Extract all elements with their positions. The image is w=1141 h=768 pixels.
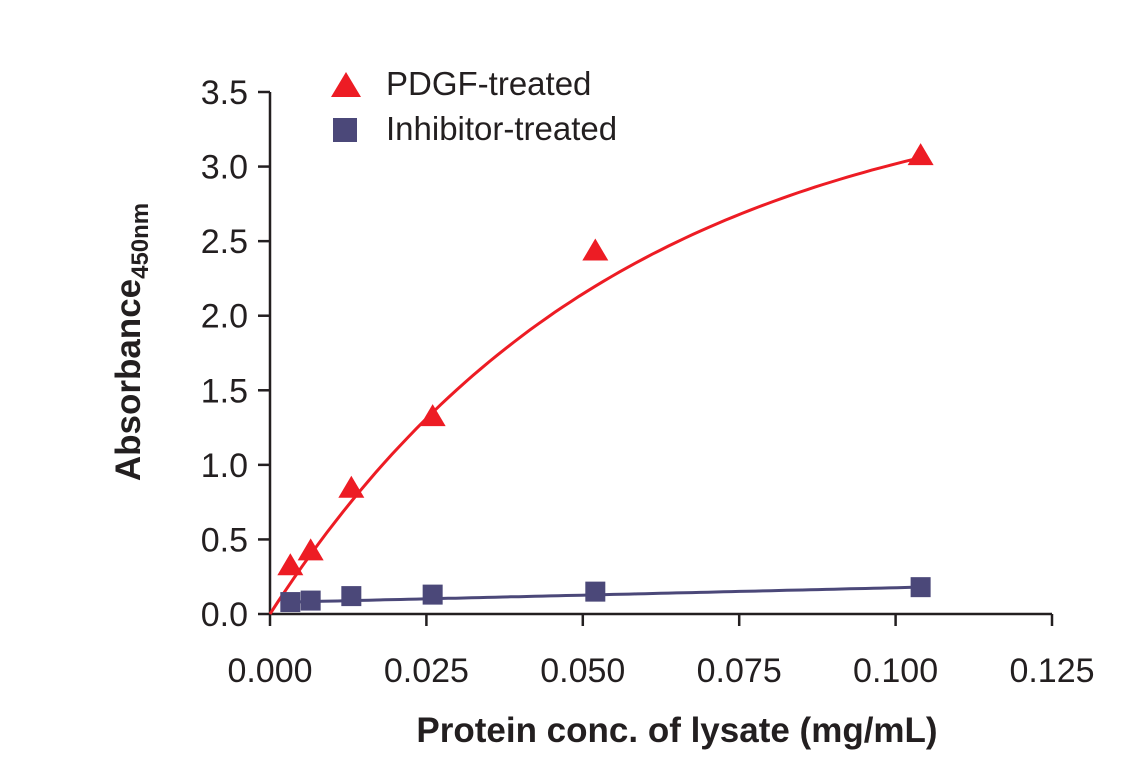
y-tick-label: 0.0 bbox=[201, 596, 248, 634]
y-axis-label-sub: 450nm bbox=[127, 203, 154, 279]
data-point-pdgf bbox=[338, 475, 365, 498]
y-ticks: 0.0 0.5 1.0 1.5 2.0 2.5 3.0 3.5 bbox=[201, 74, 270, 634]
y-tick-label: 1.0 bbox=[201, 447, 248, 485]
legend-square-marker bbox=[333, 118, 357, 142]
data-point-inhibitor bbox=[910, 577, 931, 598]
legend-item-inhibitor: Inhibitor-treated bbox=[333, 110, 617, 147]
x-axis-label: Protein conc. of lysate (mg/mL) bbox=[416, 711, 937, 750]
data-point-pdgf bbox=[297, 538, 324, 561]
x-ticks: 0.000 0.025 0.050 0.075 0.100 0.125 bbox=[227, 614, 1095, 690]
y-tick-label: 2.5 bbox=[201, 223, 248, 261]
y-tick-label: 3.5 bbox=[201, 74, 248, 112]
data-point-inhibitor bbox=[280, 592, 301, 613]
y-tick-label: 3.0 bbox=[201, 149, 248, 187]
data-point-inhibitor bbox=[300, 590, 321, 611]
y-tick-label: 0.5 bbox=[201, 521, 248, 559]
y-axis-label-main: Absorbance bbox=[109, 279, 148, 481]
fit-curve-pdgf bbox=[268, 156, 921, 615]
x-tick-label: 0.100 bbox=[853, 652, 938, 690]
fit-curve-inhibitor bbox=[290, 585, 921, 604]
data-point-inhibitor bbox=[341, 586, 362, 607]
fit-curves bbox=[268, 156, 921, 615]
data-point-pdgf bbox=[277, 553, 304, 576]
data-point-pdgf bbox=[907, 143, 934, 166]
legend-label-inhibitor: Inhibitor-treated bbox=[386, 110, 617, 147]
legend-item-pdgf: PDGF-treated bbox=[331, 65, 591, 102]
legend-triangle-marker bbox=[331, 72, 361, 97]
y-axis-label: Absorbance450nm bbox=[109, 203, 154, 481]
x-tick-label: 0.050 bbox=[540, 652, 625, 690]
x-tick-label: 0.125 bbox=[1009, 652, 1094, 690]
legend-label-pdgf: PDGF-treated bbox=[386, 65, 591, 102]
y-tick-label: 2.0 bbox=[201, 298, 248, 336]
data-point-inhibitor bbox=[422, 584, 443, 605]
data-point-pdgf bbox=[419, 404, 446, 427]
axes bbox=[268, 92, 1052, 616]
data-points bbox=[277, 143, 934, 613]
data-point-pdgf bbox=[582, 238, 609, 261]
data-point-inhibitor bbox=[585, 581, 606, 602]
legend: PDGF-treated Inhibitor-treated bbox=[331, 65, 617, 147]
x-tick-label: 0.025 bbox=[384, 652, 469, 690]
x-tick-label: 0.000 bbox=[227, 652, 312, 690]
x-tick-label: 0.075 bbox=[697, 652, 782, 690]
y-tick-label: 1.5 bbox=[201, 372, 248, 410]
